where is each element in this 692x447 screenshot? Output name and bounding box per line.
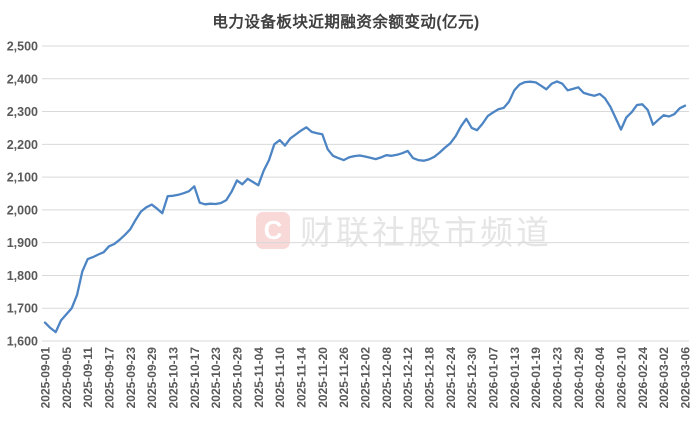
y-tick-label: 2,200 (7, 138, 38, 152)
x-axis-labels: 2025-09-01 2025-09-05 2025-09-11 2025-09-17… (39, 347, 692, 409)
y-axis-labels: 2,500 2,400 2,300 2,200 2,100 2,000 1,900 1,800… (7, 40, 38, 349)
y-tick-label: 1,800 (7, 269, 38, 283)
x-tick-label: 2025-09-11 (81, 347, 95, 408)
x-tick-label: 2025-09-17 (103, 347, 117, 409)
x-tick-label: 2025-10-17 (188, 347, 202, 409)
x-tick-label: 2025-12-30 (465, 347, 479, 409)
x-tick-label: 2025-09-23 (124, 347, 138, 409)
y-tick-label: 2,500 (7, 40, 38, 54)
x-tick-label: 2026-01-07 (487, 347, 501, 409)
x-tick-label: 2025-11-10 (273, 347, 287, 408)
x-tick-label: 2025-11-04 (252, 347, 266, 408)
x-tick-label: 2026-02-04 (593, 347, 607, 409)
y-tick-label: 2,000 (7, 203, 38, 217)
x-tick-label: 2025-12-18 (423, 347, 437, 409)
x-tick-label: 2025-12-02 (359, 347, 373, 409)
y-tick-label: 1,700 (7, 302, 38, 316)
x-tick-label: 2025-12-24 (444, 347, 458, 409)
y-tick-label: 1,900 (7, 236, 38, 250)
x-tick-label: 2025-10-29 (231, 347, 245, 409)
x-tick-label: 2026-02-24 (636, 347, 650, 409)
x-tick-label: 2025-10-13 (167, 347, 181, 409)
x-tick-label: 2026-03-02 (657, 347, 671, 409)
x-tick-label: 2025-10-23 (209, 347, 223, 409)
y-tick-label: 2,300 (7, 105, 38, 119)
y-tick-label: 2,400 (7, 72, 38, 86)
x-tick-label: 2025-11-26 (337, 347, 351, 408)
x-tick-label: 2025-09-05 (60, 347, 74, 409)
data-series (43, 80, 687, 334)
x-tick-label: 2026-03-06 (679, 347, 692, 409)
chart-title: 电力设备板块近期融资余额变动(亿元) (212, 14, 480, 31)
y-tick-label: 1,600 (7, 335, 38, 349)
y-tick-label: 2,100 (7, 171, 38, 185)
x-tick-label: 2025-09-29 (145, 347, 159, 409)
x-tick-label: 2026-02-10 (615, 347, 629, 409)
x-tick-label: 2025-11-14 (295, 347, 309, 408)
series-line (43, 80, 687, 334)
x-tick-label: 2026-01-23 (551, 347, 565, 409)
x-tick-label: 2026-01-19 (529, 347, 543, 409)
gridlines (42, 45, 689, 342)
x-tick-label: 2025-11-20 (316, 347, 330, 408)
x-tick-label: 2026-01-29 (572, 347, 586, 409)
x-tick-label: 2025-12-08 (380, 347, 394, 409)
x-tick-label: 2026-01-13 (508, 347, 522, 409)
x-tick-label: 2025-12-12 (401, 347, 415, 409)
x-tick-label: 2025-09-01 (39, 347, 53, 409)
